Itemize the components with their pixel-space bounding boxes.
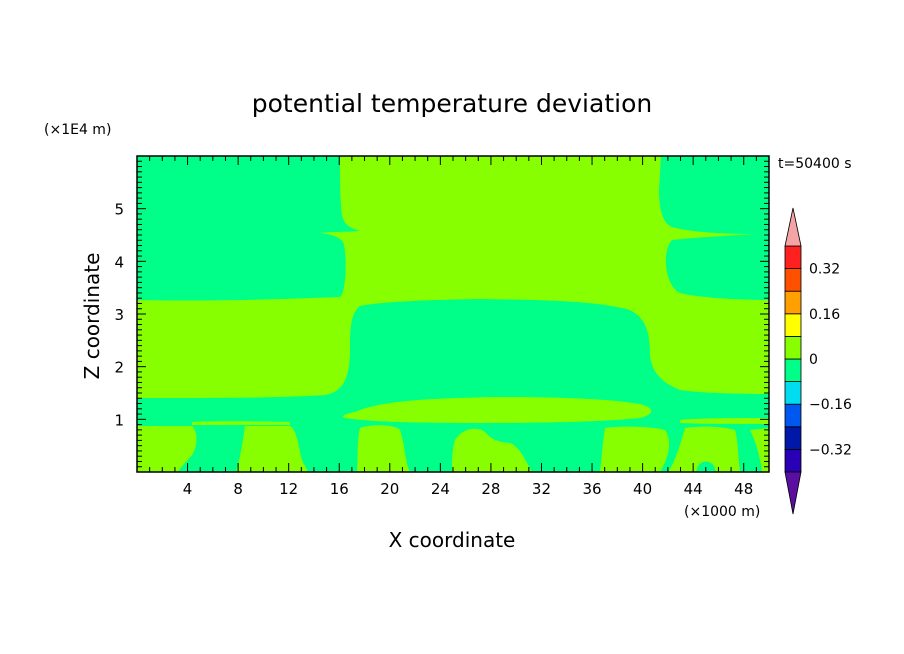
region-band-left bbox=[192, 421, 290, 425]
x-axis: 4 8 12 16 20 24 28 32 36 40 44 48 bbox=[149, 156, 757, 498]
colorbar-band bbox=[784, 403, 802, 428]
x-tick-label: 24 bbox=[431, 480, 450, 498]
y-tick-label: 5 bbox=[114, 201, 124, 219]
colorbar-bottom-arrow bbox=[784, 471, 802, 515]
colorbar-band bbox=[784, 245, 802, 270]
colorbar-band bbox=[784, 313, 802, 337]
bump-6 bbox=[668, 426, 740, 472]
x-tick-label: 28 bbox=[481, 480, 500, 498]
y-tick-label: 4 bbox=[114, 253, 124, 271]
colorbar-band bbox=[784, 335, 802, 360]
x-unit-label: (×1000 m) bbox=[684, 504, 760, 520]
x-tick-label: 36 bbox=[582, 480, 601, 498]
x-tick-label: 8 bbox=[233, 480, 243, 498]
region-band-right bbox=[680, 418, 769, 424]
y-tick-label: 2 bbox=[114, 359, 124, 377]
x-tick-label: 20 bbox=[380, 480, 399, 498]
x-tick-label: 44 bbox=[684, 480, 703, 498]
bump-3 bbox=[357, 425, 410, 472]
x-tick-label: 16 bbox=[330, 480, 349, 498]
colorbar-label: −0.32 bbox=[809, 442, 852, 458]
y-axis: 1 2 3 4 5 bbox=[114, 160, 769, 468]
x-tick-label: 12 bbox=[279, 480, 298, 498]
bump-2 bbox=[236, 426, 308, 472]
colorbar-band bbox=[784, 268, 802, 292]
colorbar: 0.32 0.16 0 −0.16 −0.32 bbox=[784, 207, 852, 515]
x-axis-label: X coordinate bbox=[389, 528, 516, 552]
y-tick-label: 3 bbox=[114, 306, 124, 324]
colorbar-band bbox=[784, 358, 802, 383]
x-tick-label: 40 bbox=[633, 480, 652, 498]
colorbar-band bbox=[784, 448, 802, 473]
bump-5 bbox=[600, 426, 670, 472]
colorbar-label: −0.16 bbox=[809, 397, 852, 413]
colorbar-label: 0.32 bbox=[809, 262, 840, 278]
region-lens bbox=[343, 397, 652, 423]
colorbar-label: 0.16 bbox=[809, 307, 840, 323]
colorbar-band bbox=[784, 426, 802, 450]
x-tick-label: 32 bbox=[532, 480, 551, 498]
colorbar-band bbox=[784, 381, 802, 405]
x-tick-label: 48 bbox=[734, 480, 753, 498]
y-tick-label: 1 bbox=[114, 411, 124, 429]
pocket bbox=[696, 461, 716, 472]
region-center-upper bbox=[137, 156, 769, 398]
plot-area bbox=[136, 155, 770, 473]
positive-regions bbox=[137, 156, 769, 472]
time-label: t=50400 s bbox=[778, 156, 852, 172]
x-tick-label: 4 bbox=[183, 480, 193, 498]
colorbar-label: 0 bbox=[809, 352, 818, 368]
y-unit-label: (×1E4 m) bbox=[44, 122, 111, 138]
y-axis-label: Z coordinate bbox=[80, 253, 104, 380]
bump-1 bbox=[137, 426, 197, 472]
colorbar-top-arrow bbox=[784, 207, 802, 247]
colorbar-band bbox=[784, 290, 802, 315]
bump-4 bbox=[452, 428, 532, 472]
chart-title: potential temperature deviation bbox=[252, 89, 652, 118]
